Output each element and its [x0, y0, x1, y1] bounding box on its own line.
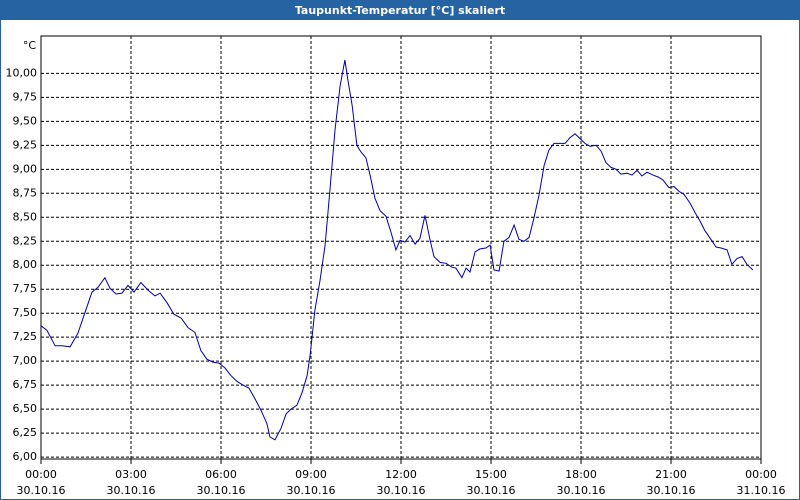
- y-tick-label: 6,25: [13, 426, 38, 439]
- y-tick-label: 8,75: [13, 186, 38, 199]
- x-tick-label: 00:00: [25, 468, 57, 481]
- y-tick-label: 9,75: [13, 90, 38, 103]
- x-tick-label: 09:00: [295, 468, 327, 481]
- x-tick-date: 30.10.16: [197, 484, 246, 497]
- x-tick-label: 06:00: [205, 468, 237, 481]
- y-tick-label: 9,50: [13, 114, 38, 127]
- x-tick-date: 31.10.16: [737, 484, 786, 497]
- y-tick-label: 7,50: [13, 306, 38, 319]
- y-tick-label: 6,00: [13, 450, 38, 463]
- y-tick-label: 6,75: [13, 378, 38, 391]
- y-unit: °C: [23, 39, 37, 52]
- x-tick-date: 30.10.16: [647, 484, 696, 497]
- y-tick-label: 7,25: [13, 330, 38, 343]
- x-tick-date: 30.10.16: [107, 484, 156, 497]
- x-tick-date: 30.10.16: [557, 484, 606, 497]
- x-tick-label: 12:00: [385, 468, 417, 481]
- y-tick-label: 10,00: [6, 66, 38, 79]
- y-tick-label: 9,25: [13, 138, 38, 151]
- y-tick-label: 9,00: [13, 162, 38, 175]
- x-tick-label: 03:00: [115, 468, 147, 481]
- y-tick-label: 6,50: [13, 402, 38, 415]
- title-bar: [0, 0, 800, 20]
- x-tick-date: 30.10.16: [287, 484, 336, 497]
- data-line: [40, 59, 754, 441]
- x-tick-label: 18:00: [565, 468, 597, 481]
- x-tick-date: 30.10.16: [377, 484, 426, 497]
- x-tick-label: 15:00: [475, 468, 507, 481]
- y-tick-label: 7,75: [13, 282, 38, 295]
- y-tick-label: 8,50: [13, 210, 38, 223]
- y-tick-label: 8,25: [13, 234, 38, 247]
- x-tick-date: 30.10.16: [467, 484, 516, 497]
- x-tick-label: 00:00: [745, 468, 777, 481]
- y-tick-label: 7,00: [13, 354, 38, 367]
- y-tick-label: 8,00: [13, 258, 38, 271]
- x-tick-label: 21:00: [655, 468, 687, 481]
- chart-title: Taupunkt-Temperatur [°C] skaliert: [295, 4, 505, 17]
- x-tick-date: 30.10.16: [17, 484, 66, 497]
